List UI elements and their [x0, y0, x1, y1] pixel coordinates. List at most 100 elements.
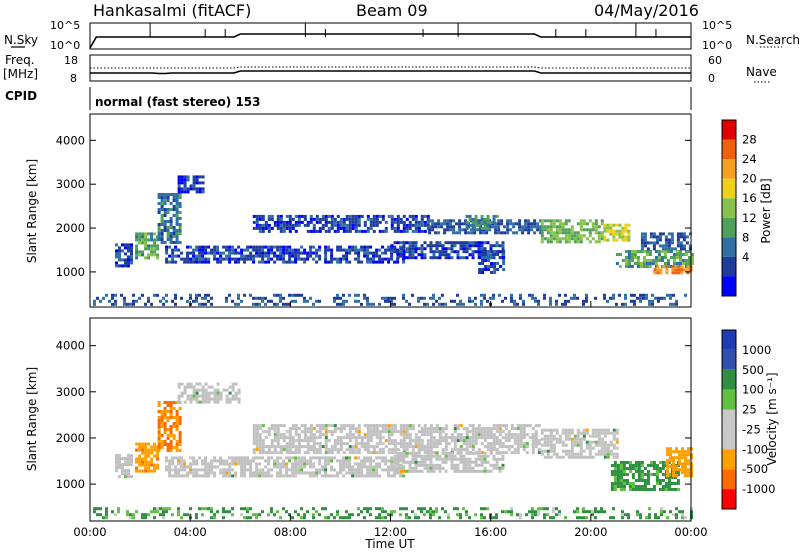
velocity-cell	[600, 428, 604, 432]
power-cell	[354, 248, 358, 252]
power-cell	[240, 251, 244, 255]
velocity-cell	[495, 463, 499, 467]
power-cell	[315, 299, 318, 303]
velocity-cell	[297, 459, 301, 463]
power-cell	[192, 248, 196, 252]
power-cell	[669, 293, 672, 297]
velocity-cell	[381, 510, 384, 514]
power-cell	[285, 302, 288, 306]
velocity-cell	[147, 442, 151, 446]
power-cell	[249, 254, 253, 258]
power-cell	[174, 254, 178, 258]
power-cell	[661, 247, 665, 251]
power-cell	[633, 299, 636, 303]
velocity-cell	[483, 439, 487, 443]
power-cell	[375, 214, 379, 218]
velocity-cell	[606, 443, 610, 447]
power-cell	[405, 250, 409, 254]
power-cell	[294, 223, 298, 227]
velocity-cell	[234, 397, 238, 401]
y-tick-label: 2000	[56, 431, 85, 445]
velocity-cell	[270, 468, 274, 472]
power-cell	[201, 248, 205, 252]
velocity-cell	[321, 445, 325, 449]
power-cell	[258, 229, 262, 233]
velocity-cell	[309, 471, 313, 475]
power-cell	[279, 296, 282, 300]
velocity-cell	[342, 459, 346, 463]
velocity-cell	[474, 439, 478, 443]
velocity-cell	[213, 456, 217, 460]
velocity-cell	[318, 427, 322, 431]
power-cell	[465, 214, 469, 218]
power-cell	[660, 296, 663, 300]
power-cell	[174, 245, 178, 249]
power-cell	[270, 248, 274, 252]
velocity-cell	[399, 451, 403, 455]
velocity-cell	[498, 457, 502, 461]
power-cell	[393, 220, 397, 224]
velocity-cell	[291, 456, 295, 460]
power-cell	[663, 262, 667, 265]
power-cell	[402, 260, 406, 264]
velocity-cell	[387, 442, 391, 446]
power-cell	[276, 293, 279, 297]
power-cell	[240, 299, 243, 303]
velocity-cell	[615, 455, 619, 459]
velocity-cell	[172, 446, 176, 449]
velocity-cell	[363, 445, 367, 449]
velocity-cell	[157, 440, 161, 443]
power-cell	[144, 235, 148, 239]
power-cell	[414, 244, 418, 248]
velocity-cell	[201, 474, 205, 478]
velocity-cell	[637, 485, 641, 488]
velocity-cell	[160, 410, 164, 413]
velocity-cell	[138, 448, 142, 452]
power-cell	[555, 228, 559, 232]
power-cell	[267, 257, 271, 261]
velocity-cell	[306, 442, 310, 446]
velocity-cell	[637, 473, 641, 476]
velocity-cell	[163, 401, 167, 404]
power-cell	[493, 265, 497, 268]
power-cell	[396, 229, 400, 233]
velocity-cell	[459, 433, 463, 437]
velocity-cell	[687, 450, 690, 454]
velocity-cell	[297, 468, 301, 472]
power-cell	[471, 223, 475, 227]
velocity-cell	[175, 413, 179, 416]
velocity-cell	[498, 445, 502, 449]
velocity-cell	[666, 516, 669, 520]
velocity-cell	[670, 482, 674, 485]
power-cell	[432, 296, 435, 300]
velocity-cell	[357, 424, 361, 428]
power-cell	[444, 250, 448, 254]
power-cell	[536, 225, 540, 229]
velocity-cell	[303, 456, 307, 460]
velocity-cell	[249, 471, 253, 475]
power-cell	[666, 250, 670, 253]
velocity-cell	[603, 434, 607, 438]
power-cell	[431, 219, 435, 223]
velocity-cell	[492, 442, 496, 446]
power-cell	[234, 302, 237, 306]
velocity-cell	[468, 457, 472, 461]
velocity-cell	[687, 453, 690, 457]
velocity-cell	[537, 442, 541, 446]
power-cell	[273, 251, 277, 255]
power-cell	[640, 244, 644, 248]
velocity-cell	[468, 466, 472, 470]
velocity-cell	[417, 430, 421, 434]
power-cell	[234, 257, 238, 261]
velocity-cell	[622, 467, 626, 470]
velocity-cell	[273, 433, 277, 437]
velocity-cell	[625, 479, 629, 482]
velocity-cell	[627, 516, 630, 520]
velocity-cell	[216, 388, 220, 392]
power-cell	[567, 231, 571, 235]
power-cell	[162, 302, 165, 306]
velocity-cell	[384, 439, 388, 443]
velocity-cell	[255, 427, 259, 431]
velocity-cell	[531, 510, 534, 514]
velocity-cell	[309, 433, 313, 437]
